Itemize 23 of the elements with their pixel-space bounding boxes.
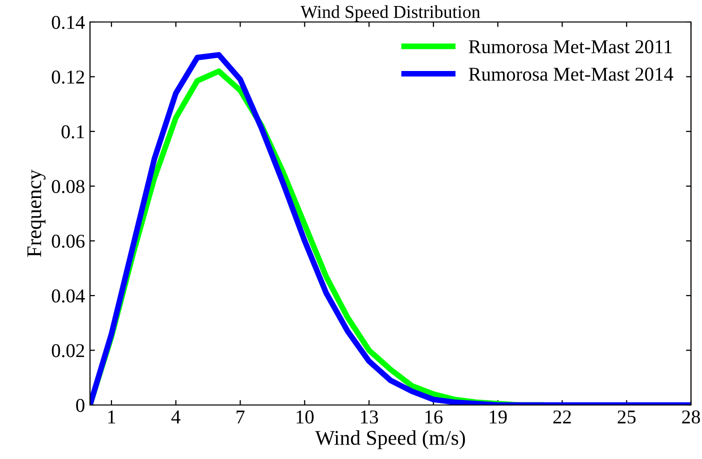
x-tick-label: 25: [618, 410, 636, 424]
y-tick-label: 0.04: [52, 289, 85, 303]
x-tick-label: 13: [361, 410, 378, 424]
x-tick-label: 10: [296, 410, 314, 424]
y-tick-label: 0.12: [52, 70, 84, 84]
x-tick-label: 19: [490, 410, 507, 424]
y-tick-label: 0.1: [62, 125, 84, 138]
y-tick-label: 0.08: [52, 180, 84, 194]
x-tick-label: 7: [236, 410, 245, 424]
x-tick-label: 1: [108, 410, 116, 424]
legend-label: Rumorosa Met-Mast 2014: [468, 68, 674, 81]
chart-title: Wind Speed Distribution: [300, 5, 480, 22]
y-tick-label: 0: [76, 398, 84, 412]
y-axis-title: Frequency: [27, 170, 46, 257]
x-tick-label: 28: [682, 410, 700, 424]
x-tick-label: 22: [553, 410, 571, 424]
x-tick-label: 16: [425, 410, 443, 424]
y-tick-label: 0.14: [52, 16, 85, 30]
legend-label: Rumorosa Met-Mast 2011: [468, 40, 672, 54]
x-tick-label: 4: [171, 410, 180, 424]
x-axis-title: Wind Speed (m/s): [315, 430, 465, 450]
y-tick-label: 0.06: [52, 234, 85, 248]
y-tick-label: 0.02: [52, 344, 84, 358]
